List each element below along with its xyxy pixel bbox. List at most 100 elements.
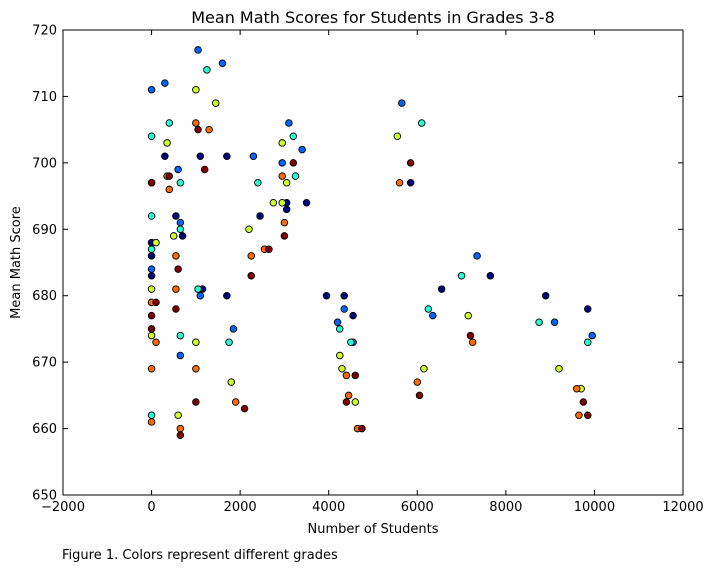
figure-caption: Figure 1. Colors represent different gra… bbox=[62, 548, 338, 563]
scatter-point bbox=[172, 285, 180, 293]
scatter-point bbox=[161, 79, 169, 87]
scatter-point bbox=[152, 338, 160, 346]
scatter-point bbox=[464, 311, 472, 320]
scatter-point bbox=[406, 179, 415, 187]
scatter-point bbox=[229, 325, 238, 333]
scatter-point bbox=[192, 86, 200, 94]
scatter-point bbox=[280, 218, 289, 227]
x-tick-label: 0 bbox=[147, 500, 155, 515]
series-3 bbox=[147, 66, 592, 420]
scatter-point bbox=[218, 59, 227, 67]
x-tick-label: 6000 bbox=[401, 500, 434, 515]
scatter-point bbox=[169, 232, 178, 240]
scatter-point bbox=[269, 198, 278, 207]
x-tick-label: 2000 bbox=[224, 500, 257, 515]
y-tick-label: 660 bbox=[32, 422, 57, 437]
scatter-point bbox=[231, 398, 240, 406]
scatter-point bbox=[254, 179, 262, 187]
y-tick-label: 690 bbox=[32, 223, 57, 238]
scatter-point bbox=[340, 291, 348, 300]
scatter-point bbox=[147, 285, 156, 293]
x-tick-label: 10000 bbox=[574, 500, 615, 515]
x-axis-ticks: −2000 0 2000 4000 6000 8000 10000 12000 bbox=[41, 30, 704, 515]
scatter-point bbox=[147, 132, 156, 141]
scatter-point bbox=[550, 318, 559, 327]
y-tick-label: 680 bbox=[32, 289, 57, 304]
scatter-point bbox=[344, 391, 353, 400]
series-2 bbox=[147, 46, 596, 360]
scatter-point bbox=[176, 431, 185, 439]
scatter-point bbox=[176, 351, 185, 360]
scatter-point bbox=[247, 252, 255, 260]
scatter-point bbox=[398, 99, 406, 107]
scatter-point bbox=[351, 371, 360, 380]
scatter-point bbox=[178, 232, 187, 240]
scatter-point bbox=[541, 291, 550, 300]
scatter-point bbox=[223, 291, 231, 300]
scatter-point bbox=[336, 351, 344, 360]
scatter-point bbox=[278, 198, 286, 207]
scatter-point bbox=[336, 325, 344, 333]
scatter-point bbox=[466, 331, 475, 340]
scatter-point bbox=[289, 132, 298, 141]
scatter-point bbox=[192, 365, 200, 373]
scatter-point bbox=[152, 298, 160, 307]
scatter-point bbox=[203, 66, 211, 74]
scatter-point bbox=[172, 252, 180, 260]
series-4 bbox=[147, 86, 585, 420]
scatter-point bbox=[200, 165, 209, 174]
scatter-point bbox=[282, 179, 291, 187]
scatter-point bbox=[282, 205, 291, 214]
scatter-point bbox=[163, 139, 171, 147]
y-tick-label: 670 bbox=[32, 356, 57, 371]
scatter-point bbox=[147, 179, 156, 187]
scatter-point bbox=[555, 365, 563, 373]
scatter-point bbox=[575, 411, 583, 420]
scatter-point bbox=[289, 159, 298, 167]
scatter-point bbox=[584, 305, 592, 313]
scatter-point bbox=[174, 165, 182, 174]
scatter-point bbox=[256, 212, 264, 220]
scatter-point bbox=[161, 152, 169, 160]
plot-frame bbox=[62, 29, 684, 496]
scatter-point bbox=[147, 331, 156, 340]
scatter-point bbox=[147, 265, 156, 273]
scatter-point bbox=[278, 139, 286, 147]
scatter-point bbox=[473, 252, 481, 260]
scatter-point bbox=[395, 179, 404, 187]
scatter-point bbox=[278, 159, 286, 167]
y-tick-label: 700 bbox=[32, 156, 57, 171]
scatter-point bbox=[280, 232, 289, 240]
scatter-point bbox=[333, 318, 342, 327]
scatter-point bbox=[212, 99, 220, 107]
scatter-point bbox=[152, 238, 160, 247]
scatter-point bbox=[147, 325, 156, 333]
scatter-point bbox=[415, 391, 424, 400]
scatter-point bbox=[176, 225, 185, 234]
scatter-point bbox=[437, 285, 446, 293]
y-tick-label: 710 bbox=[32, 90, 57, 105]
scatter-point bbox=[429, 311, 437, 320]
x-axis-label: Number of Students bbox=[308, 522, 439, 537]
scatter-point bbox=[245, 225, 253, 234]
scatter-point bbox=[223, 152, 231, 160]
scatter-point bbox=[322, 291, 331, 300]
scatter-point bbox=[572, 384, 581, 393]
scatter-point bbox=[192, 119, 200, 127]
scatter-point bbox=[468, 338, 477, 346]
x-tick-label: −2000 bbox=[41, 500, 85, 515]
scatter-point bbox=[413, 378, 422, 386]
scatter-point bbox=[535, 318, 543, 327]
scatter-point bbox=[165, 172, 174, 180]
scatter-point bbox=[349, 311, 357, 320]
scatter-point bbox=[579, 398, 588, 406]
scatter-point bbox=[176, 424, 185, 433]
y-tick-label: 650 bbox=[32, 489, 57, 504]
scatter-point bbox=[147, 86, 156, 94]
scatter-point bbox=[347, 338, 355, 346]
scatter-point bbox=[165, 185, 174, 194]
scatter-point bbox=[172, 305, 180, 313]
scatter-point bbox=[338, 365, 346, 373]
data-points bbox=[147, 46, 596, 439]
